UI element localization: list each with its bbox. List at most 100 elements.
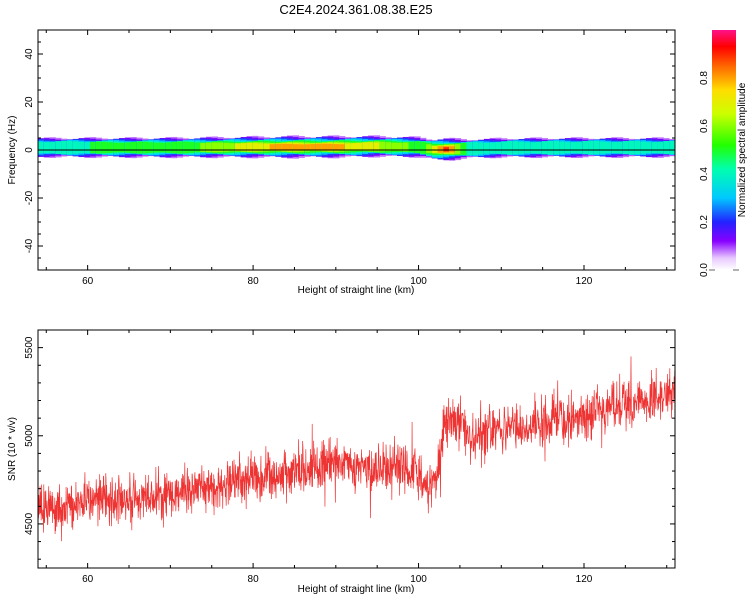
heatmap-cell <box>536 141 543 154</box>
heatmap-cell <box>582 141 589 155</box>
heatmap-cell <box>576 141 583 154</box>
heatmap-cell <box>263 143 271 151</box>
colorbar: 0.0 0.2 0.4 0.6 0.8 Normalized spectral ampl… <box>699 30 748 277</box>
heatmap-cell <box>478 142 485 155</box>
heatmap-cell <box>281 143 288 151</box>
heatmap-cell <box>95 141 103 154</box>
heatmap-cell <box>669 140 675 155</box>
heatmap-cell <box>628 140 635 155</box>
heatmap-cell <box>507 141 514 155</box>
heatmap-cell <box>518 141 525 154</box>
x-tick-label: 60 <box>82 276 94 287</box>
heatmap-cell <box>229 143 236 152</box>
heatmap-cell <box>136 141 143 154</box>
heatmap-cell <box>171 141 178 154</box>
heatmap-cell <box>559 141 566 154</box>
heatmap-cell <box>611 142 618 154</box>
heatmap-cell <box>176 141 184 154</box>
heatmap-cell <box>362 142 369 151</box>
heatmap-cell <box>564 142 572 154</box>
heatmap-cell <box>49 141 56 154</box>
spectrogram-panel: 60 80 100 120 -40 -20 0 20 40 Height of straight… <box>7 29 676 296</box>
heatmap-cell <box>148 142 155 153</box>
heatmap-cell <box>234 143 242 151</box>
heatmap-cell <box>605 142 612 154</box>
heatmap-cell <box>425 144 433 153</box>
heatmap-cell <box>593 141 601 155</box>
heatmap-cell <box>107 142 114 153</box>
colorbar-label: Normalized spectral amplitude <box>737 82 748 217</box>
heatmap-cell <box>420 141 427 154</box>
heatmap-cell <box>489 142 496 154</box>
heatmap-cell <box>124 142 132 153</box>
heatmap-cell <box>431 146 438 153</box>
snr-y-axis-label: SNR (10 * v/v) <box>7 417 18 481</box>
spectrogram-axis-ticks: 60 80 100 120 -40 -20 0 20 40 <box>24 29 675 287</box>
heatmap-cell <box>304 144 311 150</box>
colorbar-tick-label: 0.0 <box>699 263 710 277</box>
heatmap-cell <box>547 140 554 155</box>
y-tick-label: 0 <box>24 147 35 153</box>
heatmap-cell <box>501 141 508 155</box>
x-tick-label: 100 <box>410 574 427 585</box>
heatmap-cell <box>379 141 386 152</box>
heatmap-cell <box>315 143 323 151</box>
heatmap-cell <box>617 141 624 154</box>
heatmap-cell <box>530 142 537 154</box>
colorbar-gradient <box>712 30 736 270</box>
heatmap-cell <box>327 143 334 150</box>
heatmap-cell <box>321 143 328 151</box>
y-tick-label: -40 <box>24 238 35 253</box>
heatmap-cell <box>588 140 595 155</box>
heatmap-cell <box>153 142 161 153</box>
colorbar-ticks: 0.0 0.2 0.4 0.6 0.8 <box>699 71 739 277</box>
snr-panel: 60 80 100 120 4500 5000 5500 Height of straigh… <box>7 329 676 595</box>
heatmap-cell <box>634 141 641 155</box>
snr-series-line <box>38 356 675 542</box>
heatmap-cell <box>541 141 548 155</box>
heatmap-cell <box>55 141 62 154</box>
heatmap-cell <box>466 142 473 156</box>
heatmap-cell <box>84 142 91 154</box>
heatmap-cell <box>246 142 253 152</box>
heatmap-cell <box>61 140 68 155</box>
heatmap-cell <box>240 143 247 152</box>
heatmap-cell <box>119 142 126 153</box>
heatmap-cell <box>443 147 450 152</box>
y-tick-label: -20 <box>24 190 35 205</box>
heatmap-cell <box>66 140 74 155</box>
y-tick-label: 4500 <box>24 512 35 535</box>
heatmap-cell <box>217 142 224 153</box>
heatmap-cell <box>373 142 381 151</box>
colorbar-tick-label: 0.6 <box>699 119 710 133</box>
heatmap-cell <box>269 144 276 150</box>
colorbar-tick-label: 0.8 <box>699 71 710 85</box>
heatmap-cell <box>391 142 398 151</box>
heatmap-cell <box>130 141 137 154</box>
heatmap-cell <box>646 142 653 154</box>
y-tick-label: 20 <box>24 96 35 108</box>
heatmap-cell <box>275 143 282 151</box>
heatmap-cell <box>72 141 79 154</box>
heatmap-cell <box>333 144 340 150</box>
x-tick-label: 100 <box>410 276 427 287</box>
heatmap-cell <box>350 143 357 151</box>
heatmap-cell <box>368 142 375 151</box>
heatmap-cell <box>287 143 294 151</box>
heatmap-cell <box>640 141 647 154</box>
heatmap-cell <box>310 143 317 150</box>
heatmap-cell <box>356 142 363 151</box>
heatmap-cell <box>397 142 404 151</box>
figure-title: C2E4.2024.361.08.38.E25 <box>279 2 432 17</box>
x-tick-label: 80 <box>248 574 260 585</box>
colorbar-tick-label: 0.4 <box>699 167 710 181</box>
heatmap-cell <box>495 142 502 154</box>
heatmap-cell <box>258 143 265 151</box>
heatmap-cell <box>90 141 97 154</box>
heatmap-cell <box>524 142 531 154</box>
heatmap-cell <box>200 143 207 152</box>
heatmap-cell <box>113 142 120 153</box>
heatmap-cell <box>437 146 444 153</box>
heatmap-cell <box>223 142 230 152</box>
